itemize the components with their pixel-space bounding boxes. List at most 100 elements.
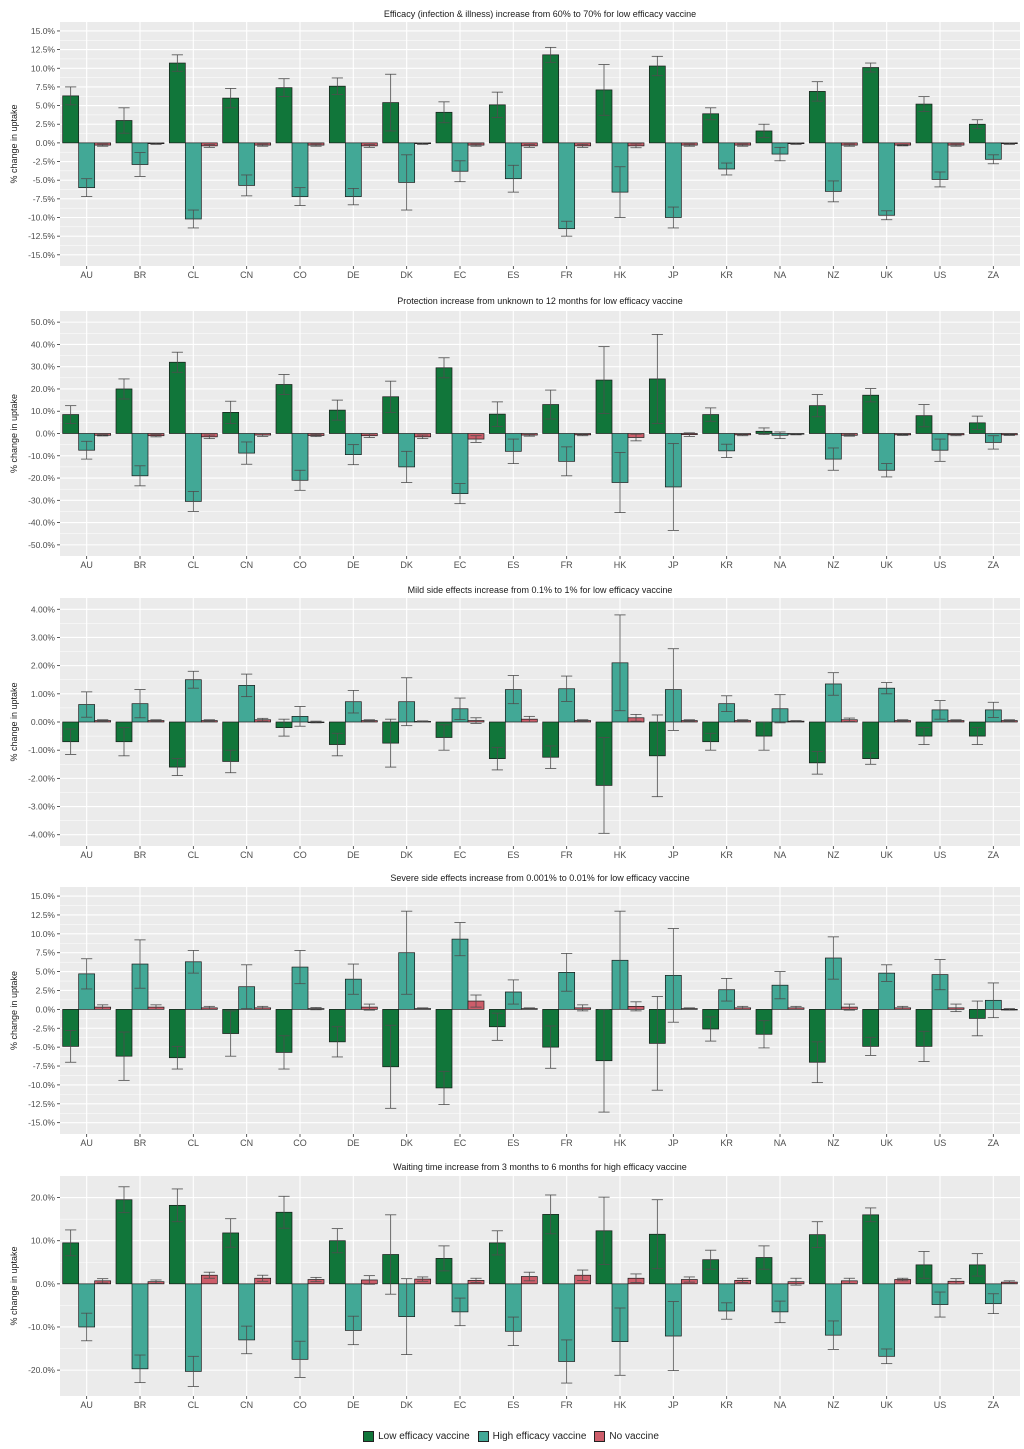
error-bar-us-none: [950, 1278, 962, 1285]
bar-uk-high: [878, 1283, 896, 1357]
error-bar-kr-none: [737, 433, 749, 437]
error-bar-dk-high: [401, 154, 413, 211]
error-bar-nz-none: [843, 143, 855, 147]
x-tick-label: NZ: [827, 1138, 839, 1148]
y-axis-title: % change in uptake: [9, 1246, 19, 1325]
x-tick-label: ZA: [988, 270, 1000, 280]
error-bar-br-none: [150, 719, 162, 722]
y-tick-label: 0.0%: [36, 1004, 56, 1014]
y-axis-title: % change in uptake: [9, 394, 19, 473]
x-tick-label: DE: [347, 850, 360, 860]
x-tick-label: DK: [400, 560, 413, 570]
error-bar-jp-low: [651, 55, 663, 77]
error-bar-dk-none: [417, 434, 429, 440]
x-tick-label: CL: [188, 270, 200, 280]
error-bar-nz-low: [811, 81, 823, 102]
error-bar-nz-high: [827, 180, 839, 203]
legend-label-low-efficacy: Low efficacy vaccine: [378, 1430, 470, 1442]
y-tick-label: 2.5%: [36, 119, 56, 129]
x-tick-label: NZ: [827, 560, 839, 570]
y-tick-label: -30.0%: [28, 495, 55, 505]
error-bar-jp-low: [651, 714, 663, 798]
error-bar-ec-high: [454, 922, 466, 957]
x-tick-label: HK: [614, 270, 627, 280]
x-tick-label: CL: [188, 850, 200, 860]
x-tick-label: CN: [240, 850, 253, 860]
error-bar-dk-high: [401, 450, 413, 483]
error-bar-cl-high: [187, 950, 199, 974]
y-tick-label: -20.0%: [28, 473, 55, 483]
error-bar-cn-low: [225, 400, 237, 424]
error-bar-ec-high: [454, 697, 466, 720]
x-tick-label: DK: [400, 270, 413, 280]
chart-svg: Efficacy (infection & illness) increase …: [9, 9, 1020, 1410]
error-bar-kr-high: [721, 695, 733, 712]
error-bar-co-none: [310, 720, 322, 724]
error-bar-jp-high: [667, 928, 679, 1023]
error-bar-ec-high: [454, 160, 466, 183]
legend: Low efficacy vaccine High efficacy vacci…: [0, 1426, 1024, 1446]
error-bar-hk-low: [598, 346, 610, 414]
panel-3: Mild side effects increase from 0.1% to …: [9, 585, 1020, 860]
x-tick-label: ZA: [988, 560, 1000, 570]
error-bar-de-none: [363, 433, 375, 438]
error-bar-nz-high: [827, 672, 839, 696]
error-bar-dk-low: [385, 380, 397, 413]
error-bar-es-none: [523, 433, 535, 437]
x-tick-label: BR: [134, 270, 147, 280]
y-tick-label: 10.0%: [31, 406, 56, 416]
error-bar-nz-high: [827, 447, 839, 471]
x-tick-label: AU: [80, 270, 93, 280]
y-axis-title: % change in uptake: [9, 104, 19, 183]
error-bar-es-high: [507, 675, 519, 705]
y-tick-label: 2.00%: [31, 661, 56, 671]
error-bar-hk-none: [630, 1273, 642, 1283]
error-bar-fr-none: [577, 143, 589, 148]
error-bar-cn-none: [257, 1274, 269, 1282]
x-tick-label: CN: [240, 560, 253, 570]
x-tick-label: NZ: [827, 850, 839, 860]
error-bar-br-high: [134, 1354, 146, 1384]
error-bar-br-none: [150, 1004, 162, 1010]
error-bar-jp-high: [667, 1301, 679, 1371]
error-bar-fr-low: [545, 1194, 557, 1235]
error-bar-br-high: [134, 465, 146, 487]
error-bar-za-high: [987, 154, 999, 165]
error-bar-ec-none: [470, 143, 482, 147]
error-bar-uk-low: [865, 752, 877, 765]
bar-cl-low: [168, 62, 186, 144]
y-tick-label: 20.0%: [31, 384, 56, 394]
error-bar-dk-none: [417, 1276, 429, 1282]
y-tick-label: -10.0%: [28, 212, 55, 222]
plot-background: [60, 22, 1020, 266]
error-bar-na-high: [774, 1300, 786, 1324]
error-bar-co-high: [294, 706, 306, 727]
error-bar-jp-none: [683, 143, 695, 147]
error-bar-uk-low: [865, 388, 877, 403]
legend-item-low-efficacy: Low efficacy vaccine: [363, 1430, 470, 1442]
x-tick-label: NZ: [827, 270, 839, 280]
panel-title: Efficacy (infection & illness) increase …: [384, 9, 696, 19]
y-tick-label: 2.5%: [36, 985, 56, 995]
error-bar-us-high: [934, 959, 946, 991]
error-bar-fr-none: [577, 719, 589, 722]
error-bar-es-high: [507, 1316, 519, 1346]
error-bar-de-low: [331, 1026, 343, 1058]
error-bar-uk-none: [897, 433, 909, 436]
error-bar-br-high: [134, 689, 146, 719]
error-bar-br-low: [118, 1031, 130, 1081]
error-bar-ec-high: [454, 483, 466, 505]
x-tick-label: EC: [454, 1138, 467, 1148]
error-bar-us-high: [934, 171, 946, 188]
error-bar-kr-low: [705, 107, 717, 121]
legend-label-no-vaccine: No vaccine: [609, 1430, 659, 1442]
x-tick-label: DK: [400, 850, 413, 860]
y-tick-label: 12.5%: [31, 45, 56, 55]
error-bar-kr-none: [737, 719, 749, 722]
error-bar-fr-low: [545, 46, 557, 63]
error-bar-br-low: [118, 727, 130, 757]
x-tick-label: CO: [293, 1138, 307, 1148]
error-bar-de-high: [347, 444, 359, 466]
y-tick-label: 7.5%: [36, 82, 56, 92]
error-bar-na-low: [758, 1020, 770, 1049]
